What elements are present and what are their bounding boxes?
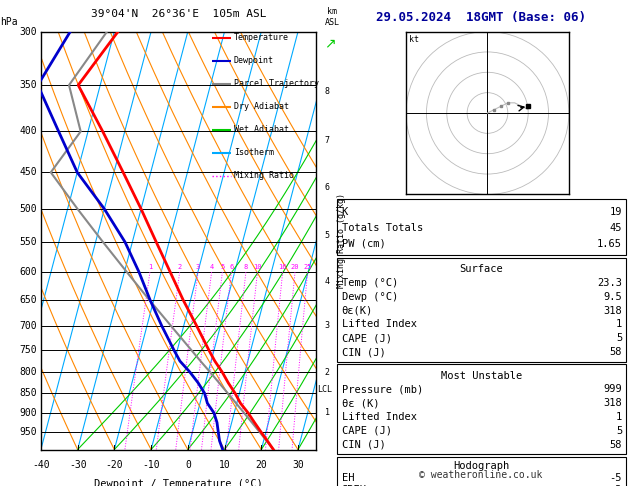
Text: Dewp (°C): Dewp (°C) [342, 292, 398, 302]
Text: 19: 19 [610, 207, 622, 217]
Text: 1: 1 [616, 319, 622, 330]
Text: 29.05.2024  18GMT (Base: 06): 29.05.2024 18GMT (Base: 06) [376, 11, 586, 23]
Text: 2: 2 [177, 264, 182, 270]
Text: -30: -30 [69, 460, 86, 470]
Text: 6: 6 [325, 183, 330, 192]
Text: 25: 25 [303, 264, 312, 270]
Text: 500: 500 [19, 204, 36, 214]
Text: 550: 550 [19, 237, 36, 247]
Text: 850: 850 [19, 388, 36, 398]
Text: 58: 58 [610, 440, 622, 450]
Text: 20: 20 [255, 460, 267, 470]
Text: 5: 5 [616, 426, 622, 436]
Text: Temp (°C): Temp (°C) [342, 278, 398, 288]
Text: 10: 10 [253, 264, 262, 270]
Text: 8: 8 [325, 87, 330, 97]
Text: 5: 5 [220, 264, 225, 270]
Text: Surface: Surface [459, 264, 503, 274]
Text: 318: 318 [603, 398, 622, 408]
Text: 7: 7 [325, 136, 330, 144]
Text: 5: 5 [325, 231, 330, 240]
Text: Hodograph: Hodograph [453, 461, 509, 471]
Text: 2: 2 [325, 367, 330, 377]
Text: Dry Adiabat: Dry Adiabat [234, 103, 289, 111]
Text: © weatheronline.co.uk: © weatheronline.co.uk [420, 470, 543, 480]
Text: 30: 30 [292, 460, 304, 470]
Text: 9.5: 9.5 [603, 292, 622, 302]
Text: 700: 700 [19, 321, 36, 331]
Text: CIN (J): CIN (J) [342, 347, 386, 357]
Text: 1: 1 [616, 412, 622, 422]
Text: EH: EH [342, 473, 354, 483]
Text: 350: 350 [19, 80, 36, 90]
Text: CAPE (J): CAPE (J) [342, 426, 391, 436]
Text: Lifted Index: Lifted Index [342, 319, 416, 330]
Text: 10: 10 [219, 460, 230, 470]
Text: -10: -10 [142, 460, 160, 470]
Text: Isotherm: Isotherm [234, 148, 274, 157]
Text: -5: -5 [610, 473, 622, 483]
Text: 750: 750 [19, 345, 36, 355]
Text: Most Unstable: Most Unstable [440, 370, 522, 381]
Text: 23.3: 23.3 [597, 278, 622, 288]
Text: PW (cm): PW (cm) [342, 239, 386, 249]
Text: LCL: LCL [317, 384, 332, 394]
Text: -40: -40 [32, 460, 50, 470]
Text: -20: -20 [106, 460, 123, 470]
Text: 318: 318 [603, 306, 622, 315]
Text: 5: 5 [616, 333, 622, 344]
Text: CIN (J): CIN (J) [342, 440, 386, 450]
Text: 3: 3 [325, 321, 330, 330]
Text: -3: -3 [610, 485, 622, 486]
Text: 0: 0 [185, 460, 191, 470]
Text: Wet Adiabat: Wet Adiabat [234, 125, 289, 134]
Text: km
ASL: km ASL [325, 7, 340, 27]
Text: 20: 20 [291, 264, 299, 270]
Text: 450: 450 [19, 167, 36, 177]
Text: 1.65: 1.65 [597, 239, 622, 249]
Text: 8: 8 [244, 264, 248, 270]
Text: CAPE (J): CAPE (J) [342, 333, 391, 344]
Text: 999: 999 [603, 384, 622, 395]
Text: 3: 3 [196, 264, 200, 270]
Text: Parcel Trajectory: Parcel Trajectory [234, 79, 319, 88]
Text: 6: 6 [229, 264, 233, 270]
Text: 900: 900 [19, 408, 36, 418]
Text: 650: 650 [19, 295, 36, 305]
Text: Mixing Ratio (g/kg): Mixing Ratio (g/kg) [337, 193, 346, 288]
Text: 950: 950 [19, 427, 36, 437]
Text: 16: 16 [279, 264, 287, 270]
Text: Pressure (mb): Pressure (mb) [342, 384, 423, 395]
Text: Lifted Index: Lifted Index [342, 412, 416, 422]
Text: 800: 800 [19, 367, 36, 377]
Text: θε(K): θε(K) [342, 306, 373, 315]
Text: ↗: ↗ [325, 37, 336, 51]
Text: Temperature: Temperature [234, 34, 289, 42]
Text: 39°04'N  26°36'E  105m ASL: 39°04'N 26°36'E 105m ASL [91, 9, 267, 19]
Text: kt: kt [409, 35, 420, 44]
Text: θε (K): θε (K) [342, 398, 379, 408]
Text: Dewpoint / Temperature (°C): Dewpoint / Temperature (°C) [94, 479, 263, 486]
Text: 4: 4 [209, 264, 214, 270]
Text: Mixing Ratio: Mixing Ratio [234, 171, 294, 180]
Text: 400: 400 [19, 126, 36, 137]
Text: 1: 1 [325, 408, 330, 417]
Text: Totals Totals: Totals Totals [342, 223, 423, 233]
Text: K: K [342, 207, 348, 217]
Text: 1: 1 [148, 264, 152, 270]
Text: hPa: hPa [1, 17, 18, 27]
Text: 4: 4 [325, 278, 330, 286]
Text: Dewpoint: Dewpoint [234, 56, 274, 65]
Text: 45: 45 [610, 223, 622, 233]
Text: 300: 300 [19, 27, 36, 36]
Text: SREH: SREH [342, 485, 367, 486]
Text: 58: 58 [610, 347, 622, 357]
Text: 600: 600 [19, 267, 36, 277]
